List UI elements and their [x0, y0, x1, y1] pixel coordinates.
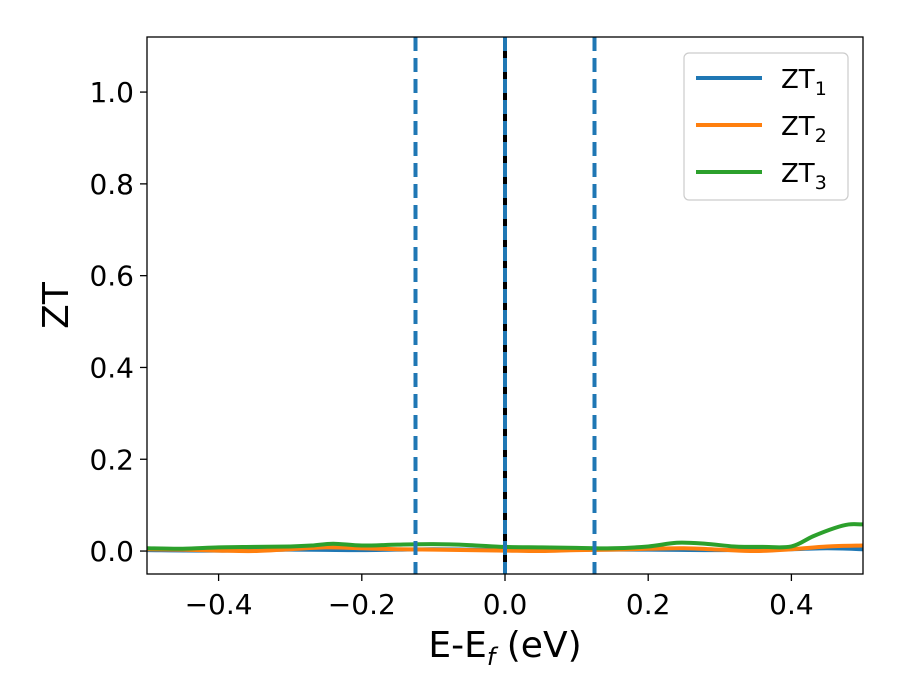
- x-tick-label: 0.0: [483, 588, 528, 621]
- axes: −0.4 −0.2 0.0 0.2 0.4 0.0 0.2 0.4 0.6 0.8 1.0: [89, 36, 864, 621]
- y-tick-label: 0.8: [89, 168, 134, 201]
- x-axis-label-unit: (eV): [495, 625, 581, 666]
- y-tick-label: 0.4: [89, 351, 134, 384]
- x-tick-label: −0.4: [185, 588, 253, 621]
- legend-label-main: ZT: [781, 159, 815, 189]
- legend-label-sub: 2: [815, 125, 827, 147]
- x-axis-label: E-Ef (eV): [428, 625, 581, 671]
- legend-label: ZT3: [781, 159, 827, 194]
- y-axis-label: ZT: [36, 281, 77, 329]
- y-tick-label: 0.0: [89, 535, 134, 568]
- legend-label-sub: 1: [815, 78, 827, 100]
- x-tick-label: 0.2: [626, 588, 671, 621]
- legend-box: [683, 52, 849, 201]
- legend-label-main: ZT: [781, 65, 815, 95]
- legend-label-main: ZT: [781, 112, 815, 142]
- x-tick-label: 0.4: [769, 588, 814, 621]
- x-axis-label-main: E-E: [428, 625, 486, 666]
- series-line-zt3: [147, 522, 863, 551]
- y-tick-label: 0.6: [89, 260, 134, 293]
- legend-label-sub: 3: [815, 172, 827, 194]
- y-tick-label: 0.2: [89, 443, 134, 476]
- plot-area: [147, 37, 863, 574]
- legend-label: ZT1: [781, 65, 827, 100]
- reference-lines: [413, 37, 597, 574]
- y-tick-label: 1.0: [89, 76, 134, 109]
- x-tick-label: −0.2: [328, 588, 396, 621]
- legend-label: ZT2: [781, 112, 827, 147]
